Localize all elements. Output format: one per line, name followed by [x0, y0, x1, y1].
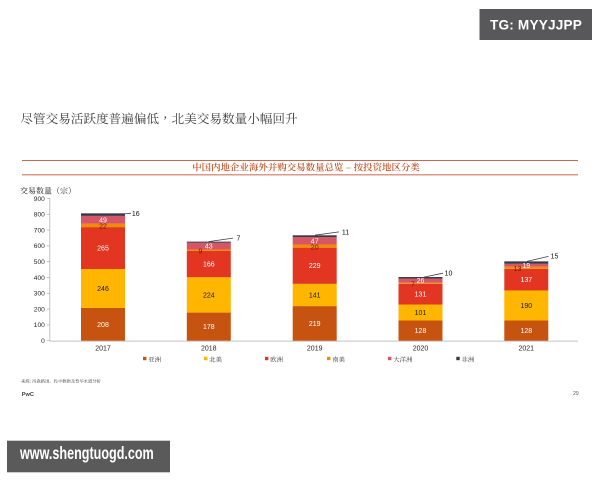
svg-text:2018: 2018: [201, 346, 217, 353]
svg-text:2021: 2021: [519, 346, 535, 353]
svg-text:PwC: PwC: [22, 392, 34, 398]
svg-text:265: 265: [97, 246, 109, 253]
svg-text:300: 300: [34, 291, 45, 298]
svg-text:500: 500: [34, 259, 45, 266]
svg-text:2017: 2017: [95, 346, 111, 353]
svg-text:600: 600: [34, 243, 45, 250]
svg-text:137: 137: [520, 277, 532, 284]
svg-text:19: 19: [522, 263, 530, 270]
svg-text:700: 700: [34, 227, 45, 234]
svg-text:13: 13: [514, 266, 522, 273]
svg-text:208: 208: [97, 322, 109, 329]
svg-text:178: 178: [203, 324, 215, 331]
svg-text:2019: 2019: [307, 346, 323, 353]
svg-text:15: 15: [551, 254, 559, 261]
svg-text:9: 9: [199, 249, 203, 256]
svg-text:29: 29: [573, 391, 579, 397]
svg-text:190: 190: [520, 303, 532, 310]
svg-text:10: 10: [445, 270, 453, 277]
svg-text:131: 131: [415, 292, 427, 299]
svg-text:TG: MYYJJPP: TG: MYYJJPP: [490, 18, 582, 33]
svg-text:20: 20: [311, 244, 319, 251]
svg-text:166: 166: [203, 262, 215, 269]
svg-text:47: 47: [311, 238, 319, 245]
svg-text:26: 26: [417, 278, 425, 285]
svg-text:7: 7: [237, 235, 241, 242]
svg-text:128: 128: [415, 328, 427, 335]
svg-text:2020: 2020: [413, 346, 429, 353]
svg-text:16: 16: [132, 211, 140, 218]
svg-text:229: 229: [309, 263, 321, 270]
svg-text:400: 400: [34, 275, 45, 282]
svg-text:7: 7: [411, 282, 415, 289]
svg-text:22: 22: [99, 224, 107, 231]
svg-text:www.shengtuogd.com: www.shengtuogd.com: [19, 444, 154, 464]
svg-text:101: 101: [415, 310, 427, 317]
svg-text:128: 128: [520, 328, 532, 335]
svg-text:0: 0: [41, 338, 45, 345]
svg-text:100: 100: [34, 322, 45, 329]
svg-text:246: 246: [97, 286, 109, 293]
svg-text:43: 43: [205, 244, 213, 251]
svg-text:49: 49: [99, 217, 107, 224]
svg-text:800: 800: [34, 212, 45, 219]
svg-text:141: 141: [309, 292, 321, 299]
svg-text:224: 224: [203, 292, 215, 299]
svg-text:11: 11: [342, 230, 349, 237]
svg-text:200: 200: [34, 306, 45, 313]
svg-text:219: 219: [309, 321, 321, 328]
svg-text:900: 900: [34, 196, 45, 203]
